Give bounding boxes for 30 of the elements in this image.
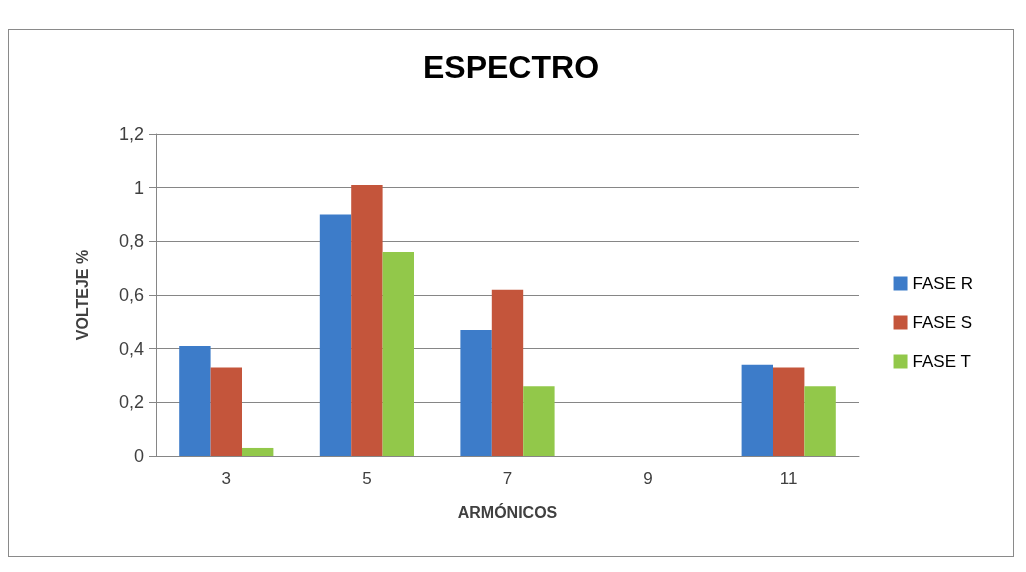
x-axis-title: ARMÓNICOS (457, 502, 558, 521)
bar (491, 289, 524, 456)
bar (382, 252, 414, 456)
x-tick-label: 5 (362, 469, 372, 488)
y-tick-label: 1,2 (118, 124, 144, 144)
bar (351, 184, 383, 456)
bar (804, 386, 836, 456)
y-tick-label: 0 (133, 446, 144, 466)
y-tick-label: 1 (133, 177, 144, 198)
y-tick-label: 0,8 (118, 231, 144, 252)
bar (210, 367, 242, 456)
y-tick-label: 0,4 (118, 338, 144, 359)
bar (242, 447, 274, 456)
x-tick-label: 9 (643, 469, 653, 488)
bar (523, 386, 555, 456)
legend-label: FASE S (912, 313, 973, 332)
bar (179, 345, 211, 456)
bar (773, 367, 805, 456)
bar (741, 364, 773, 456)
y-tick-label: 0,6 (118, 285, 144, 305)
y-tick-label: 0,2 (118, 392, 144, 413)
chart-title: ESPECTRO (422, 49, 600, 85)
x-tick-label: 3 (221, 469, 232, 488)
bar (460, 329, 492, 456)
x-tick-label: 11 (779, 469, 798, 488)
legend-label: FASE R (912, 274, 974, 293)
legend-label: FASE T (912, 352, 971, 371)
x-tick-label: 7 (502, 469, 513, 488)
y-axis-title: VOLTEJE % (73, 249, 91, 341)
bar (319, 214, 352, 456)
